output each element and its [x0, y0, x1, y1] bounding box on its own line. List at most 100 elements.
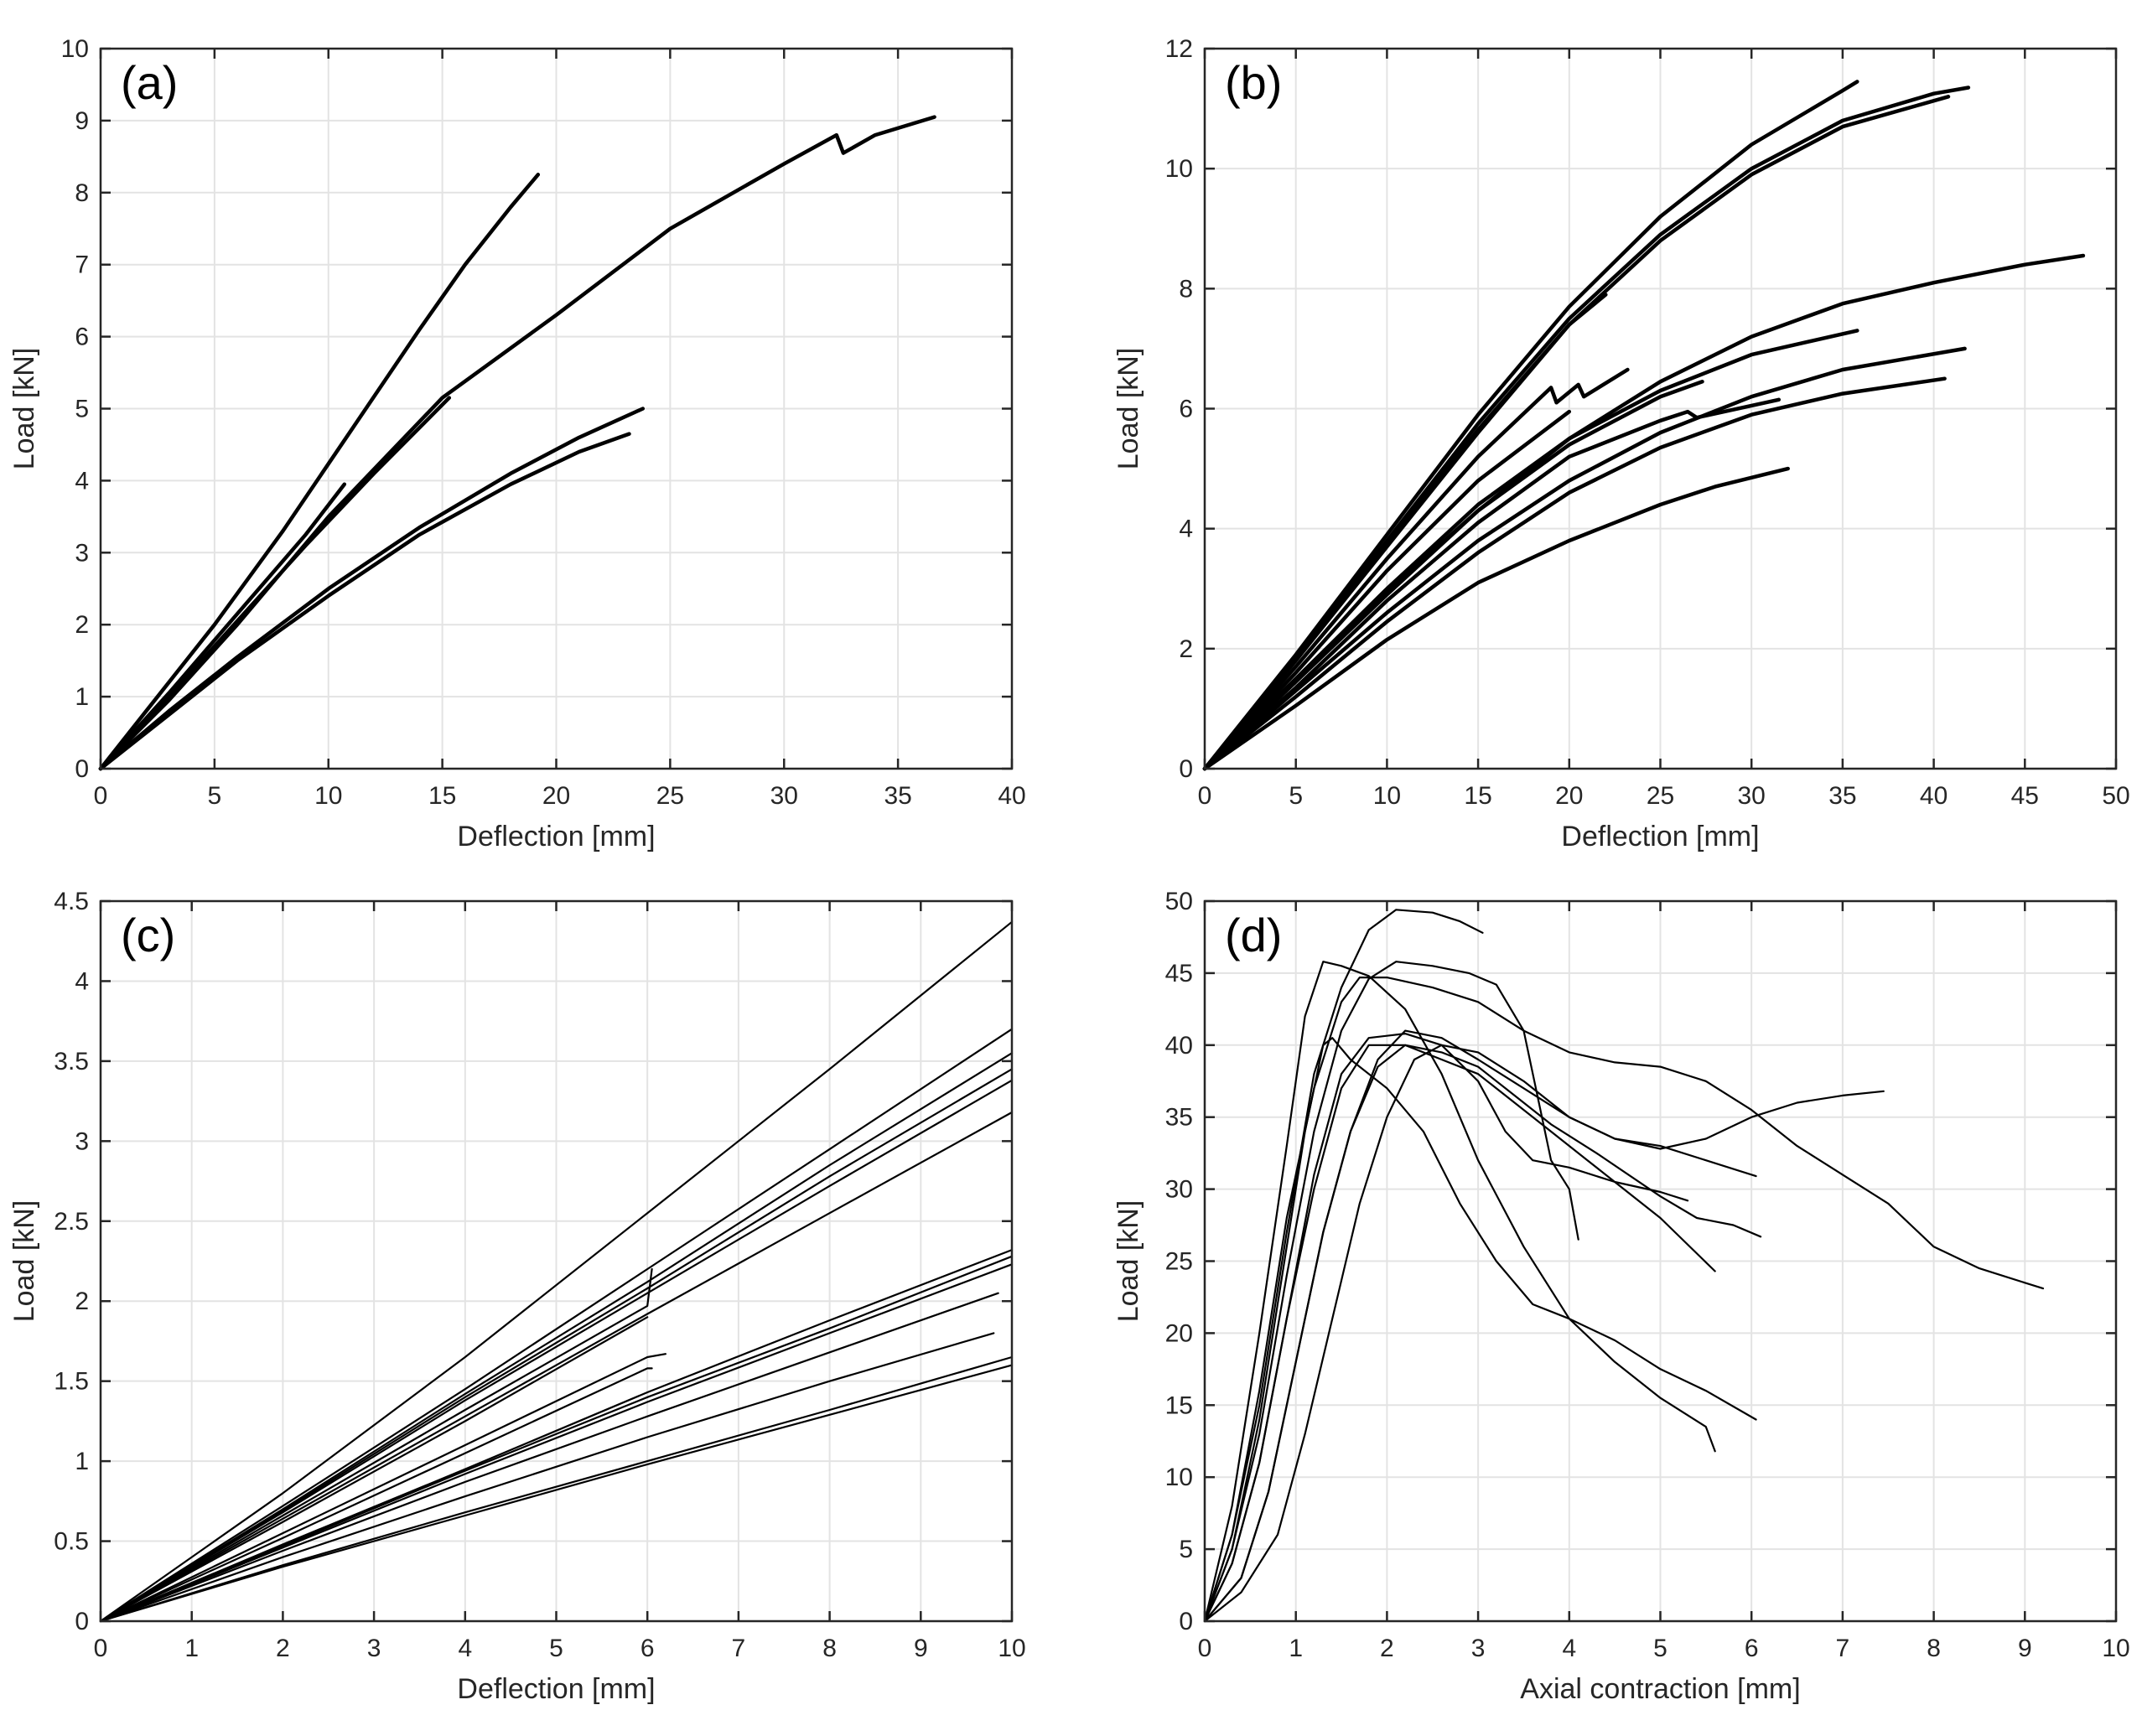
- panel-1: 0 5 10 15 20 25 30 35 40 0 1 2 3 4 5 6 7 8 9 10 Deflection […: [8, 35, 1026, 852]
- panel-2: 0 5 10 15 20 25 30 35 40 45 50 0 2 4 6 8 10 12 Deflection …: [1112, 35, 2130, 852]
- series-b12: [1202, 376, 1947, 771]
- series-c13: [99, 1263, 1014, 1623]
- y-tick-label: 1.5: [54, 1368, 89, 1396]
- x-tick-label: 6: [1745, 1635, 1759, 1662]
- x-tick-label: 3: [367, 1635, 381, 1662]
- x-tick-label: 9: [914, 1635, 928, 1662]
- series-c8: [99, 1316, 649, 1623]
- series-c11: [99, 1249, 1014, 1623]
- x-tick-label: 30: [770, 782, 798, 810]
- y-tick-label: 3.5: [54, 1048, 89, 1075]
- y-tick-label: 25: [1165, 1248, 1193, 1276]
- x-tick-label: 50: [2102, 782, 2129, 810]
- series-a1: [98, 173, 541, 771]
- series-a3: [98, 396, 452, 771]
- panel-label: (c): [121, 909, 175, 961]
- x-tick-label: 4: [458, 1635, 472, 1662]
- y-tick-label: 6: [1179, 396, 1193, 423]
- panel-label: (b): [1225, 56, 1282, 109]
- series-b13: [1202, 466, 1790, 771]
- series-d1: [1203, 909, 1484, 1623]
- y-tick-label: 40: [1165, 1032, 1193, 1060]
- series-a6: [98, 432, 631, 771]
- series-c4: [99, 1068, 1014, 1623]
- y-tick-label: 10: [61, 35, 89, 63]
- y-tick-label: 1: [75, 683, 89, 711]
- y-tick-label: 0: [75, 755, 89, 783]
- x-tick-label: 9: [2018, 1635, 2032, 1662]
- y-tick-label: 4: [1179, 516, 1193, 543]
- y-tick-label: 5: [75, 396, 89, 423]
- x-axis-label: Deflection [mm]: [457, 1673, 655, 1705]
- y-tick-label: 4: [75, 967, 89, 995]
- x-axis-label: Axial contraction [mm]: [1520, 1673, 1800, 1705]
- x-tick-label: 3: [1471, 1635, 1486, 1662]
- series-c10: [99, 1367, 653, 1623]
- y-tick-label: 8: [1179, 275, 1193, 303]
- y-tick-label: 3: [75, 539, 89, 567]
- y-tick-label: 1: [75, 1448, 89, 1475]
- x-tick-label: 0: [94, 782, 108, 810]
- x-tick-label: 40: [998, 782, 1025, 810]
- y-tick-label: 4: [75, 467, 89, 495]
- y-tick-label: 8: [75, 179, 89, 207]
- y-tick-label: 3: [75, 1127, 89, 1155]
- y-tick-label: 0: [1179, 755, 1193, 783]
- x-tick-label: 35: [1828, 782, 1856, 810]
- series-b10: [1202, 253, 2086, 771]
- x-tick-label: 0: [94, 1635, 108, 1662]
- panel-3: 0 1 2 3 4 5 6 7 8 9 10 0 0.5 1 1.5 2 2.5 3 3.5 4 4.5 Deflecti…: [8, 888, 1026, 1705]
- series-b6: [1202, 409, 1572, 771]
- series-b5: [1202, 367, 1630, 771]
- y-tick-label: 7: [75, 251, 89, 279]
- x-tick-label: 5: [549, 1635, 563, 1662]
- series-c9: [99, 1353, 666, 1623]
- series-d10: [1203, 1044, 1757, 1623]
- y-tick-label: 2: [1179, 635, 1193, 663]
- x-tick-label: 7: [732, 1635, 746, 1662]
- series-d7: [1203, 1033, 1689, 1623]
- series-a5: [98, 407, 646, 771]
- x-tick-label: 1: [1289, 1635, 1303, 1662]
- y-tick-label: 9: [75, 107, 89, 135]
- y-tick-label: 15: [1165, 1391, 1193, 1419]
- series-c12: [99, 1255, 1014, 1623]
- x-tick-label: 10: [1373, 782, 1401, 810]
- x-tick-label: 15: [1464, 782, 1491, 810]
- y-tick-label: 0: [1179, 1608, 1193, 1635]
- series-b11: [1202, 346, 1967, 771]
- x-tick-label: 7: [1836, 1635, 1850, 1662]
- x-tick-label: 6: [641, 1635, 655, 1662]
- series-c2: [99, 1028, 1014, 1623]
- x-tick-label: 30: [1738, 782, 1766, 810]
- series-c15: [99, 1332, 995, 1623]
- y-tick-label: 4.5: [54, 888, 89, 915]
- y-tick-label: 10: [1165, 155, 1193, 183]
- y-tick-label: 0.5: [54, 1528, 89, 1556]
- x-axis-label: Deflection [mm]: [457, 821, 655, 852]
- y-tick-label: 5: [1179, 1536, 1193, 1563]
- x-tick-label: 25: [656, 782, 684, 810]
- x-tick-label: 15: [428, 782, 456, 810]
- y-tick-label: 30: [1165, 1176, 1193, 1204]
- x-tick-label: 5: [1653, 1635, 1667, 1662]
- panel-label: (d): [1225, 909, 1282, 961]
- x-tick-label: 2: [1380, 1635, 1394, 1662]
- series-b4: [1202, 293, 1608, 771]
- series-c6: [99, 1111, 1014, 1623]
- x-axis-label: Deflection [mm]: [1561, 821, 1759, 852]
- y-tick-label: 35: [1165, 1104, 1193, 1132]
- x-tick-label: 10: [314, 782, 342, 810]
- y-tick-label: 2.5: [54, 1208, 89, 1236]
- series-c14: [99, 1292, 999, 1623]
- series-a4: [98, 115, 936, 771]
- y-tick-label: 12: [1165, 35, 1193, 63]
- y-tick-label: 6: [75, 324, 89, 351]
- y-tick-label: 0: [75, 1608, 89, 1635]
- series-c17: [99, 1364, 1014, 1623]
- x-tick-label: 45: [2011, 782, 2039, 810]
- series-d5: [1203, 1037, 1757, 1623]
- x-tick-label: 35: [884, 782, 911, 810]
